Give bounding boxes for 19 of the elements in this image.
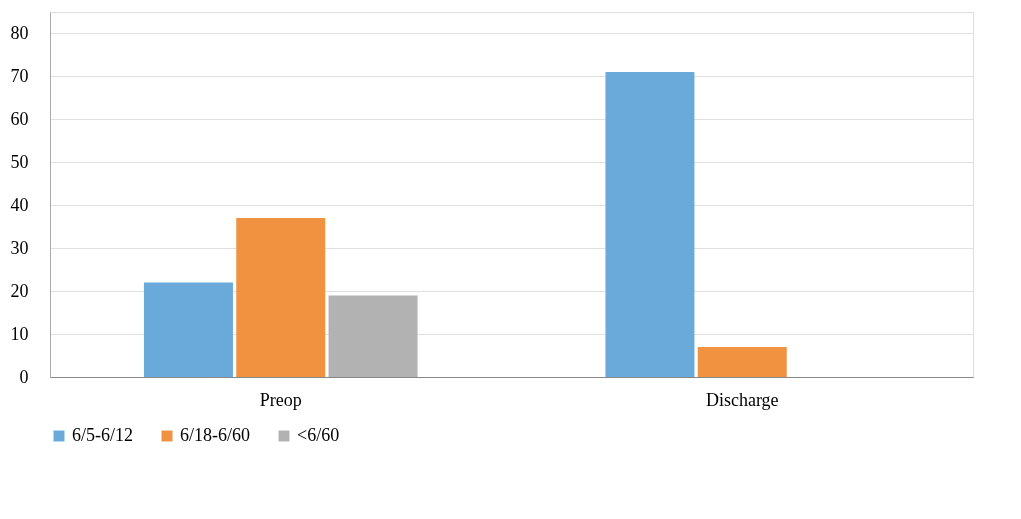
bar bbox=[697, 346, 787, 377]
bar bbox=[236, 218, 326, 377]
bar bbox=[143, 282, 233, 377]
bar bbox=[605, 72, 695, 377]
y-tick-label: 40 bbox=[10, 194, 29, 215]
x-tick-label: Preop bbox=[259, 389, 302, 410]
x-tick-label: Discharge bbox=[705, 389, 779, 410]
y-tick-label: 0 bbox=[19, 366, 29, 387]
y-tick-label: 30 bbox=[10, 237, 29, 258]
y-tick-label: 80 bbox=[10, 22, 29, 43]
y-tick-label: 10 bbox=[10, 323, 29, 344]
legend-label: <6/60 bbox=[297, 425, 340, 445]
y-tick-label: 50 bbox=[10, 151, 29, 172]
bar bbox=[328, 295, 418, 377]
legend-label: 6/18-6/60 bbox=[180, 425, 250, 445]
legend-label: 6/5-6/12 bbox=[72, 425, 133, 445]
y-tick-label: 20 bbox=[10, 280, 29, 301]
y-tick-label: 60 bbox=[10, 108, 29, 129]
y-tick-label: 70 bbox=[10, 65, 29, 86]
